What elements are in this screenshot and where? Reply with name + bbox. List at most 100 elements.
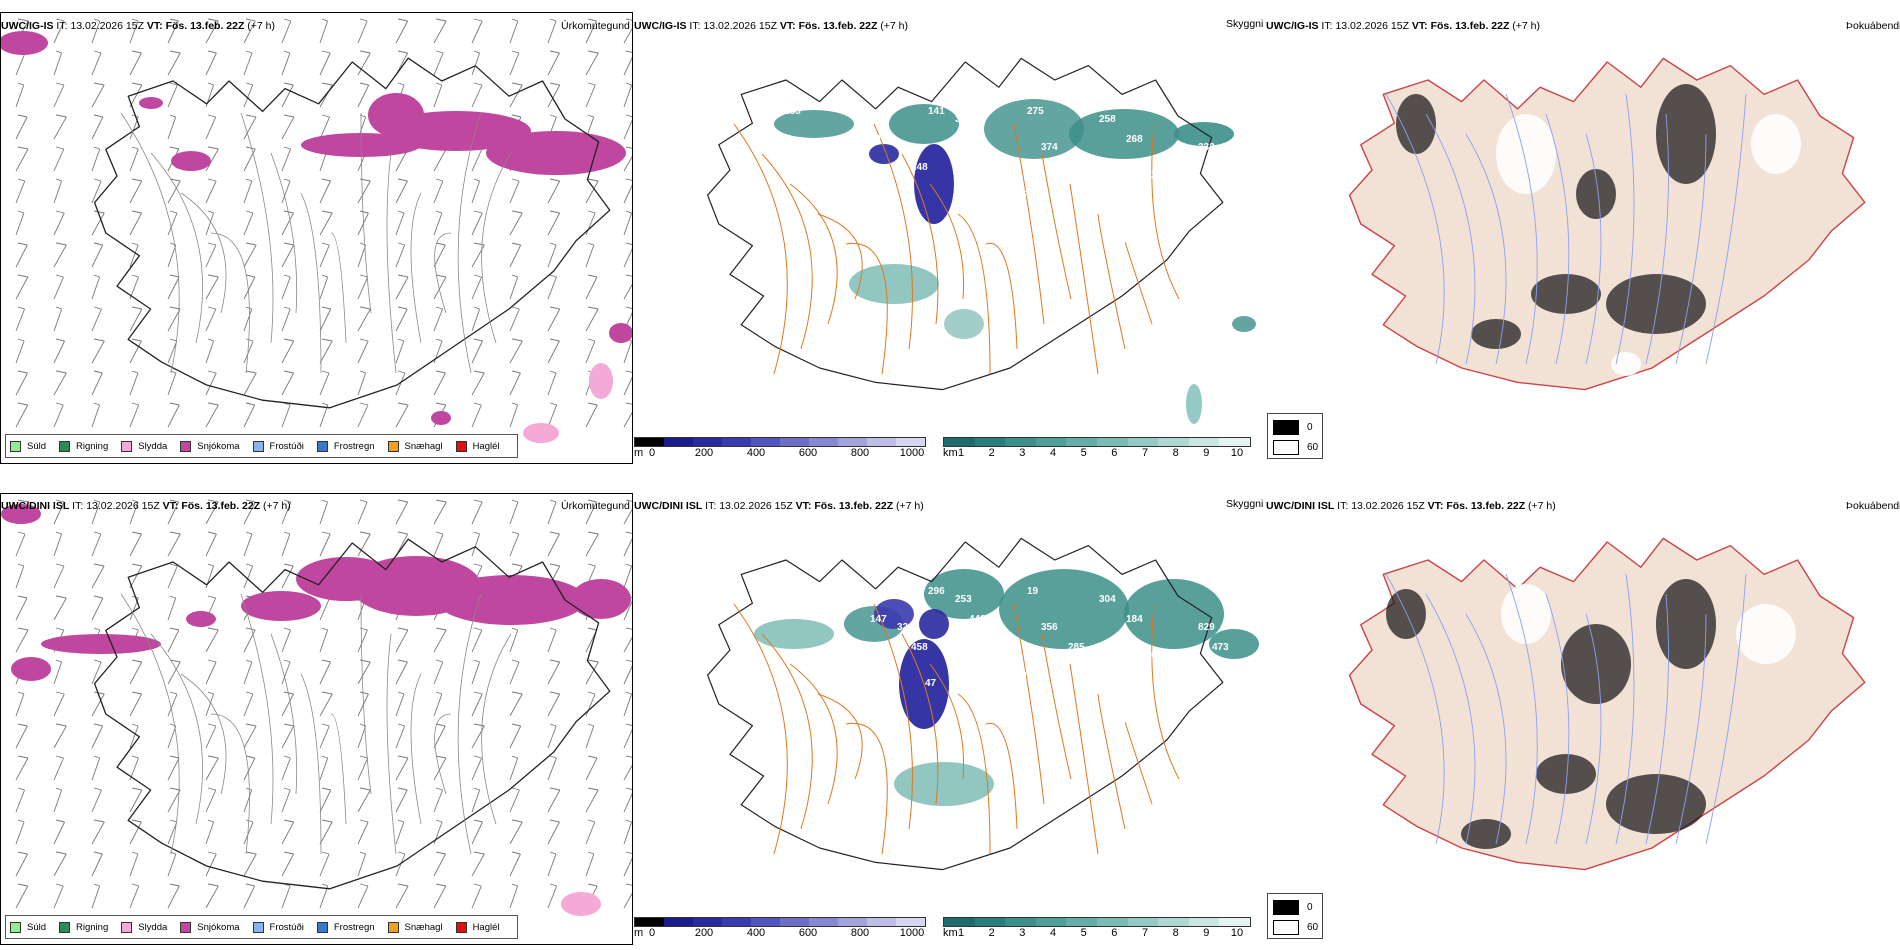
scale-swatch	[1158, 918, 1189, 926]
legend-item-slydda: Slydda	[121, 921, 167, 933]
legend-swatch	[121, 440, 133, 452]
cloud-base-value: 253	[955, 594, 972, 605]
cloud-base-value: 141	[928, 106, 945, 117]
cloud-base-value: 184	[1126, 614, 1143, 625]
scale-tick: 8	[1172, 927, 1179, 939]
scale-swatch	[1188, 438, 1220, 446]
cloud-base-value: 216	[784, 586, 801, 597]
cloud-panel-bottom: 216 204 296 253 19 304 184 829 147 328 443 356 285 47…	[634, 514, 1266, 944]
river-lines	[1385, 93, 1747, 365]
fog-legend-top: 0 60	[1267, 413, 1323, 459]
fog-panel-bottom	[1266, 514, 1900, 944]
scale-tick: 1	[957, 447, 965, 459]
scale-swatch	[809, 438, 838, 446]
scale-tick: 9	[1203, 927, 1210, 939]
scale-swatch	[1005, 918, 1036, 926]
fog-label-bottom: Þokuábendi	[1846, 500, 1900, 512]
scale-swatch	[896, 918, 925, 926]
scale-tick: 800	[850, 927, 870, 939]
scale-swatch	[1066, 918, 1097, 926]
cloud-base-value: 204	[856, 594, 873, 605]
scale-tick: 3	[1019, 927, 1026, 939]
cloud-label-bottom: Skyggni	[1226, 498, 1264, 510]
road-lines	[120, 112, 512, 374]
precip-label-top: Úrkomutegund	[561, 20, 630, 32]
cloud-base-value: 328	[897, 622, 914, 633]
orange-roads	[733, 603, 1180, 855]
scale-swatch	[944, 438, 975, 446]
legend-label: Súld	[27, 440, 47, 452]
scale-swatch	[693, 918, 722, 926]
scale-tick: 1000	[899, 927, 925, 939]
cloud-base-value: 268	[1126, 134, 1143, 145]
legend-item-snjókoma: Snjókoma	[180, 921, 240, 933]
precip-map-top	[1, 18, 632, 443]
legend-swatch	[59, 440, 71, 452]
river-lines	[1385, 573, 1747, 845]
fog-title-bottom: UWC/DINI ISL IT: 13.02.2026 15Z VT: Fös.…	[1266, 500, 1556, 512]
fog-panel-top	[1266, 34, 1900, 464]
legend-label: Snæhagl	[404, 440, 443, 452]
scale-swatch	[780, 438, 809, 446]
precip-panel-top: Súld Rigning Slydda Snjókoma Frostúði Frostre…	[0, 12, 633, 464]
fog-label: 60	[1307, 442, 1319, 453]
scale-tick: 4	[1049, 447, 1057, 459]
legend-swatch	[316, 921, 328, 933]
cloud-base-value: 458	[911, 642, 928, 653]
scale-tick: 2	[988, 447, 995, 459]
scale-swatch	[1127, 918, 1159, 926]
cloud-title-bottom: UWC/DINI ISL IT: 13.02.2026 15Z VT: Fös.…	[634, 500, 924, 512]
cloud-base-value: 374	[1041, 142, 1058, 153]
scale-unit: km	[943, 927, 958, 939]
scale-tick: 0	[648, 927, 656, 939]
fog-swatch	[1273, 420, 1299, 435]
fog-legend-item: 60	[1273, 920, 1318, 935]
scale-tick: 2	[988, 927, 995, 939]
scale-tick: 800	[850, 447, 870, 459]
scale-swatch	[838, 438, 867, 446]
cloud-base-value: 147	[870, 614, 887, 625]
scale-bar	[943, 437, 1251, 447]
scale-tick: 5	[1080, 927, 1087, 939]
legend-swatch	[316, 440, 328, 452]
cloud-panel-top: 255 301 141 390 275 258 268 333 326 336 406 374 150 1…	[634, 34, 1266, 464]
scale-tick: 1	[957, 927, 965, 939]
scale-swatch	[974, 918, 1006, 926]
fog-map-bottom	[1348, 537, 1866, 906]
precip-legend-bottom: Súld Rigning Slydda Snjókoma Frostúði Frostre…	[5, 915, 518, 939]
fog-label-top: Þokuábendi	[1846, 20, 1900, 32]
scale-swatch	[1005, 438, 1036, 446]
cloudbase-scale-bottom: m 0 200 400 600 800 1000	[634, 917, 934, 941]
cloud-base-value: 355	[983, 170, 1000, 181]
fog-label: 0	[1307, 422, 1313, 433]
cloud-map-bottom: 216 204 296 253 19 304 184 829 147 328 443 356 285 47…	[707, 537, 1259, 871]
legend-swatch	[59, 921, 71, 933]
legend-item-súld: Súld	[10, 440, 47, 452]
scale-swatch	[664, 918, 693, 926]
scale-unit: km	[943, 447, 958, 459]
fog-label: 0	[1307, 902, 1313, 913]
cloud-base-value: 271	[839, 650, 856, 661]
cloud-base-value: 585	[1212, 162, 1229, 173]
fog-swatch	[1273, 900, 1299, 915]
road-lines	[120, 593, 512, 855]
cloud-base-value: 296	[928, 586, 945, 597]
precip-map-bottom	[1, 499, 632, 916]
fog-map-top	[1348, 57, 1866, 391]
snow-areas	[1, 504, 631, 916]
cloud-base-value: 336	[897, 142, 914, 153]
scale-swatch	[838, 918, 867, 926]
wind-barbs	[15, 499, 632, 909]
scale-bar	[634, 437, 926, 447]
cloud-base-value: 768	[983, 650, 1000, 661]
scale-swatch	[635, 438, 664, 446]
cloud-base-value: 258	[1099, 114, 1116, 125]
cloud-base-value: 390	[955, 114, 972, 125]
scale-swatch	[896, 438, 925, 446]
fog-label: 60	[1307, 922, 1319, 933]
scale-tick: 7	[1141, 447, 1149, 459]
scale-tick: 400	[746, 447, 766, 459]
scale-swatch	[693, 438, 722, 446]
cloud-base-value: 152	[1082, 198, 1099, 209]
legend-swatch	[10, 921, 21, 933]
